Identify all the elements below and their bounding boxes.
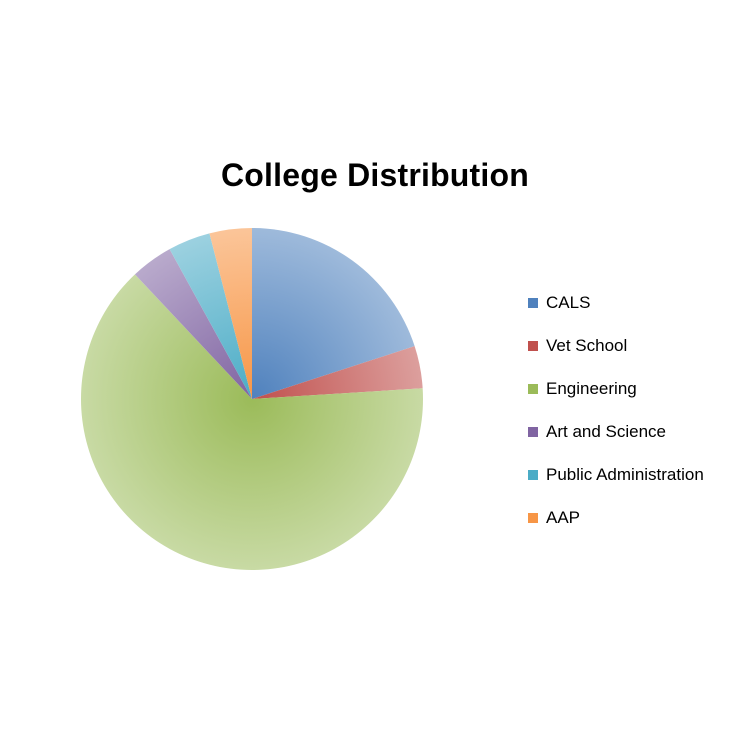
legend-swatch <box>528 340 538 351</box>
legend-swatch <box>528 469 538 480</box>
legend-item: AAP <box>528 496 750 539</box>
chart-title: College Distribution <box>221 157 529 193</box>
pie-slice-engineering <box>81 274 424 570</box>
legend-swatch <box>528 512 538 523</box>
chart-legend: CALS Vet School Engineering Art and Science… <box>528 281 750 539</box>
pie-slice-art-and-science <box>134 249 252 399</box>
legend-label: Engineering <box>546 378 637 398</box>
legend-swatch <box>528 426 538 437</box>
legend-label: CALS <box>546 292 591 312</box>
legend-swatch <box>528 297 538 308</box>
legend-label: Art and Science <box>546 421 667 441</box>
legend-swatch <box>528 383 538 394</box>
legend-label: Public Administration <box>546 464 704 484</box>
pie-slice-aap <box>209 228 252 399</box>
pie-slice-cals <box>252 228 415 399</box>
legend-item: CALS <box>528 281 750 324</box>
pie-slices <box>81 228 424 570</box>
pie-slice-public-administration <box>169 233 252 399</box>
legend-item: Vet School <box>528 324 750 367</box>
legend-item: Art and Science <box>528 410 750 453</box>
legend-label: AAP <box>546 507 581 527</box>
legend-item: Engineering <box>528 367 750 410</box>
pie-slice-vet-school <box>252 346 423 399</box>
legend-item: Public Administration <box>528 453 750 496</box>
legend-label: Vet School <box>546 335 628 355</box>
